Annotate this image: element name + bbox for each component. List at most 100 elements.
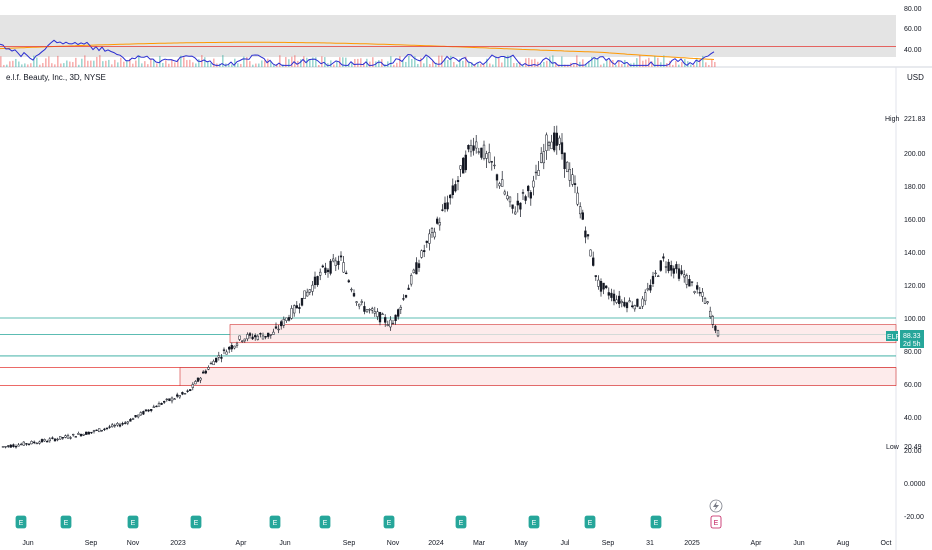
- earnings-badge[interactable]: E: [15, 515, 27, 529]
- candle: [160, 402, 163, 406]
- volume-bar: [609, 60, 611, 67]
- volume-bar: [654, 56, 656, 67]
- candle: [649, 279, 652, 293]
- candle: [384, 314, 387, 327]
- earnings-badge[interactable]: E: [383, 515, 395, 529]
- volume-bar: [0, 56, 2, 67]
- candle: [345, 270, 348, 275]
- candle: [527, 184, 530, 198]
- candle: [415, 257, 418, 275]
- candle: [355, 301, 358, 306]
- candle: [620, 299, 623, 308]
- candle: [25, 443, 28, 446]
- earnings-badge[interactable]: E: [190, 515, 202, 529]
- currency-label[interactable]: USD: [907, 73, 924, 82]
- earnings-badge[interactable]: E: [60, 515, 72, 529]
- volume-bar: [543, 61, 545, 67]
- volume-bar: [195, 63, 197, 67]
- volume-bar: [144, 61, 146, 67]
- y-tick-label: 80.00: [904, 349, 922, 356]
- candle: [269, 334, 272, 339]
- volume-bar: [354, 58, 356, 67]
- y-tick-label: 140.00: [904, 250, 926, 257]
- earnings-badge[interactable]: E: [269, 515, 281, 529]
- rsi-ma-line: [0, 41, 715, 60]
- candle: [7, 445, 10, 448]
- volume-bar: [240, 63, 242, 67]
- volume-bar: [87, 60, 89, 67]
- volume-bar: [288, 59, 290, 67]
- earnings-badge[interactable]: E: [127, 515, 139, 529]
- x-tick-label: Sep: [85, 540, 98, 547]
- currency-button[interactable]: [898, 70, 930, 84]
- support-zone[interactable]: [179, 367, 897, 386]
- candle: [524, 194, 527, 205]
- candle: [30, 440, 33, 445]
- candle: [690, 281, 694, 287]
- candle: [113, 423, 116, 428]
- candle: [38, 440, 41, 445]
- candle: [680, 265, 683, 276]
- x-tick-label: Jun: [22, 540, 33, 547]
- candle: [74, 436, 77, 438]
- rsi-tick-label: 60.00: [904, 26, 922, 33]
- support-zone[interactable]: [229, 324, 897, 344]
- candle: [631, 301, 634, 309]
- volume-bar: [498, 58, 500, 67]
- volume-bar: [63, 63, 65, 67]
- candle: [311, 280, 314, 296]
- chart-title: e.l.f. Beauty, Inc., 3D, NYSE: [6, 73, 106, 82]
- volume-bar: [114, 59, 116, 67]
- candle: [66, 433, 70, 439]
- candle: [560, 133, 564, 160]
- candle: [178, 395, 181, 399]
- candle: [498, 181, 501, 189]
- volume-bar: [24, 63, 26, 67]
- high-value: 221.83: [904, 116, 926, 123]
- upcoming-earnings-badge[interactable]: E: [710, 515, 722, 529]
- candle: [618, 290, 621, 308]
- candle: [592, 251, 595, 267]
- earnings-badge[interactable]: E: [528, 515, 540, 529]
- x-tick-label: 2023: [170, 540, 186, 547]
- volume-bar: [66, 60, 68, 67]
- volume-bar: [648, 57, 650, 67]
- svg-text:E: E: [19, 520, 24, 527]
- earnings-badge[interactable]: E: [650, 515, 662, 529]
- volume-bar: [168, 63, 170, 67]
- volume-bar: [186, 60, 188, 67]
- candle: [443, 196, 447, 213]
- candle: [126, 420, 129, 426]
- volume-bar: [333, 64, 335, 67]
- candle: [456, 176, 460, 191]
- candle: [558, 135, 561, 151]
- lightning-icon[interactable]: [709, 499, 723, 513]
- volume-bar: [465, 56, 467, 67]
- volume-bar: [681, 62, 683, 67]
- candle: [238, 335, 241, 341]
- volume-bar: [690, 64, 692, 67]
- svg-text:E: E: [387, 520, 392, 527]
- volume-bar: [531, 59, 533, 67]
- volume-bar: [474, 64, 476, 67]
- volume-bar: [135, 60, 137, 67]
- x-tick-label: Sep: [602, 540, 615, 547]
- volume-bar: [171, 59, 173, 67]
- candle: [56, 437, 59, 442]
- earnings-badge[interactable]: E: [584, 515, 596, 529]
- earnings-badge[interactable]: E: [319, 515, 331, 529]
- earnings-badge[interactable]: E: [455, 515, 467, 529]
- candle: [451, 178, 454, 199]
- volume-bar: [693, 64, 695, 67]
- volume-bar: [291, 56, 293, 67]
- candle: [173, 397, 176, 400]
- last-price-badge: ELF 88.33 2d 5h: [886, 330, 924, 348]
- candle: [641, 296, 644, 309]
- candle: [480, 147, 483, 160]
- volume-bar: [444, 58, 446, 67]
- volume-bar: [711, 59, 713, 67]
- candle: [664, 261, 668, 274]
- volume-bar: [285, 57, 287, 67]
- candle: [519, 202, 522, 217]
